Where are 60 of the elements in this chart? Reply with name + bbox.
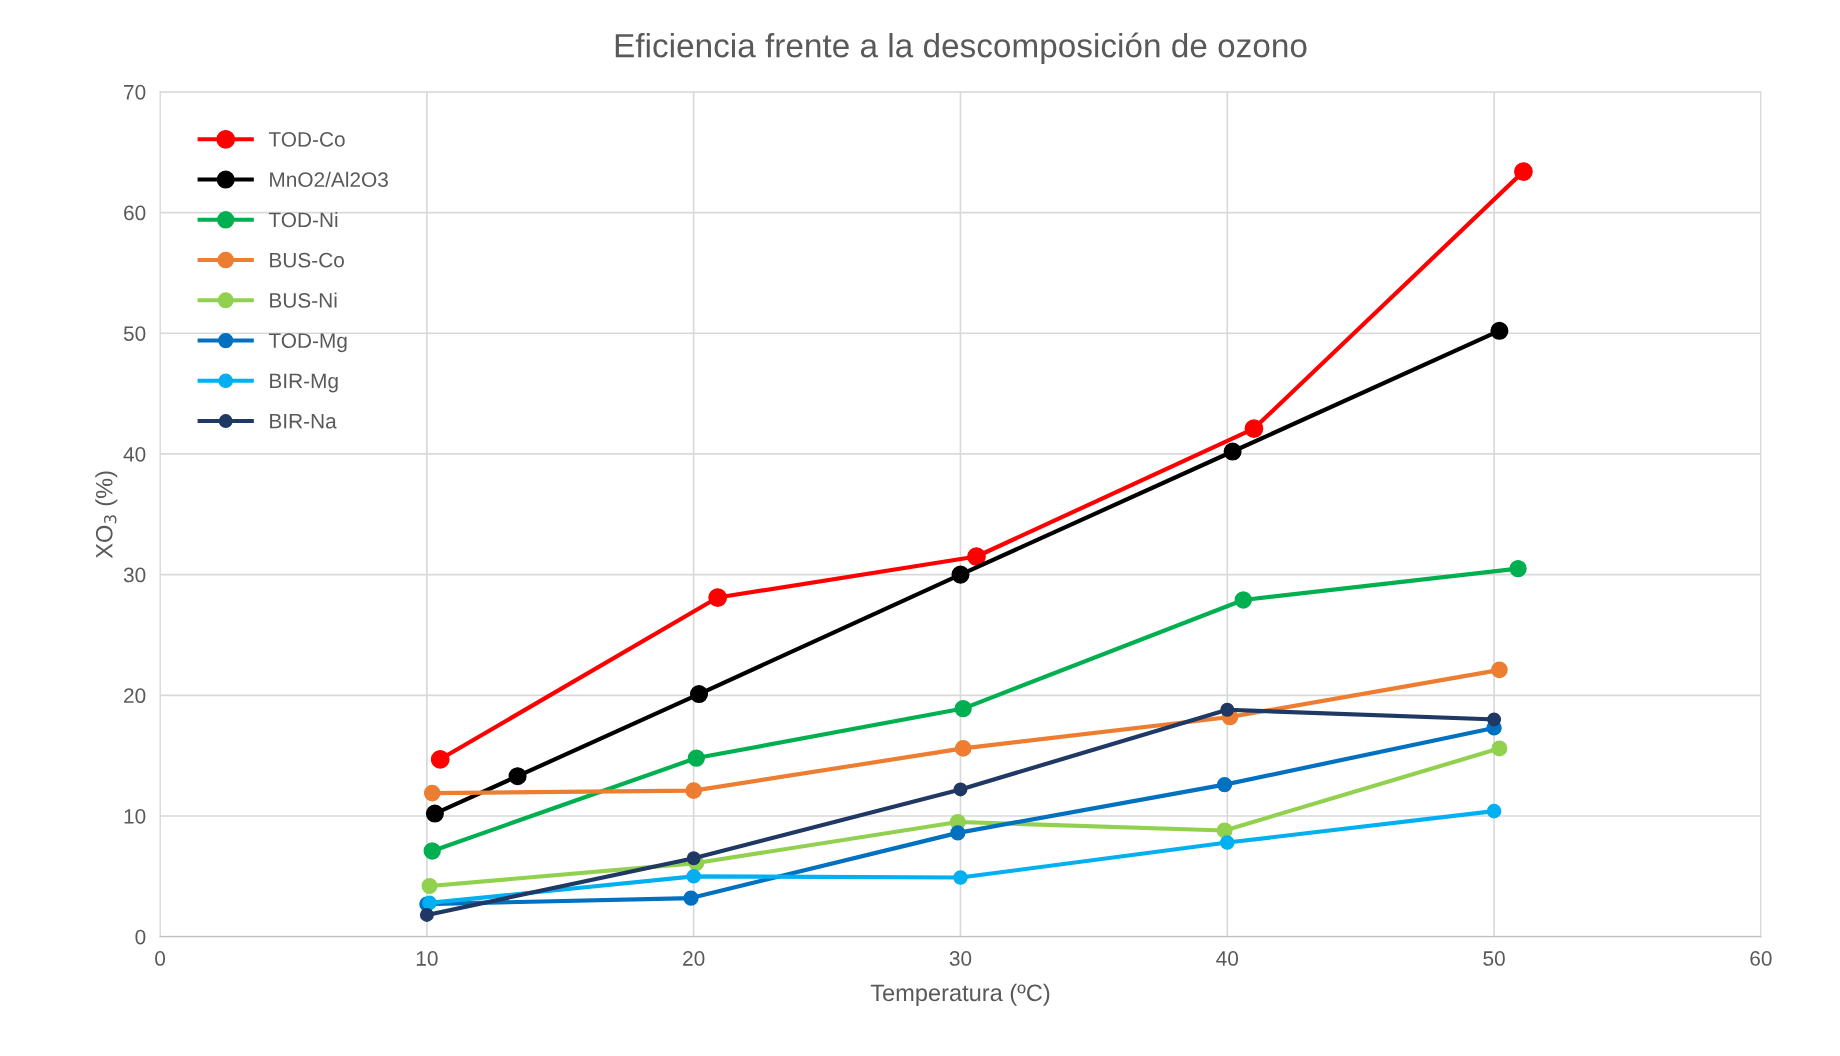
y-tick-label: 60 xyxy=(124,205,146,221)
point xyxy=(954,740,972,757)
legend-label: BIR-Mg xyxy=(270,373,338,393)
x-tick-label: 20 xyxy=(683,951,705,966)
x-tick-label: 60 xyxy=(1750,951,1772,966)
point xyxy=(1491,740,1508,757)
y-tick-label: 0 xyxy=(135,929,146,945)
point xyxy=(1220,702,1235,717)
point xyxy=(685,782,703,799)
legend-label: MnO2/Al2O3 xyxy=(270,171,388,188)
point xyxy=(425,804,444,823)
legend-label: TOD-Co xyxy=(268,132,345,147)
point xyxy=(686,869,701,884)
point xyxy=(1491,661,1508,679)
point xyxy=(953,870,968,885)
point xyxy=(683,890,699,906)
point xyxy=(508,767,527,786)
point xyxy=(423,842,441,860)
y-tick-label: 40 xyxy=(123,446,146,462)
y-axis-title: XO$_{3}$ (%) xyxy=(95,471,118,559)
x-tick-label: 30 xyxy=(949,951,972,966)
x-axis-title: Temperatura (ºC) xyxy=(870,983,1050,1006)
legend-label: BUS-Ni xyxy=(270,292,337,308)
point xyxy=(421,877,438,894)
point xyxy=(419,908,434,922)
point xyxy=(1490,321,1509,340)
x-tick-label: 50 xyxy=(1483,951,1505,966)
point xyxy=(954,699,972,718)
y-tick-label: 50 xyxy=(123,326,146,341)
y-tick-label: 30 xyxy=(123,567,146,583)
legend-label: TOD-Mg xyxy=(268,333,347,353)
x-tick-label: 10 xyxy=(416,951,438,966)
point xyxy=(950,825,966,841)
point xyxy=(686,851,701,866)
legend-label: TOD-Ni xyxy=(268,211,338,228)
point xyxy=(1223,442,1242,461)
x-tick-label: 0 xyxy=(155,951,166,966)
point xyxy=(1514,162,1533,181)
point xyxy=(1216,776,1233,793)
x-tick-label: 40 xyxy=(1216,951,1239,966)
point xyxy=(953,782,968,797)
point xyxy=(689,685,709,704)
point xyxy=(1244,419,1264,438)
point xyxy=(1487,712,1502,727)
legend-label: BUS-Co xyxy=(270,252,344,268)
y-tick-label: 70 xyxy=(124,84,146,100)
point xyxy=(1486,803,1502,819)
y-tick-label: 10 xyxy=(124,808,146,824)
point xyxy=(1219,835,1235,850)
y-tick-label: 20 xyxy=(124,688,146,704)
point xyxy=(423,784,441,802)
point xyxy=(708,588,728,607)
point xyxy=(951,565,970,584)
legend-label: BIR-Na xyxy=(270,414,337,429)
point xyxy=(687,749,706,767)
point xyxy=(967,547,986,566)
point xyxy=(1509,559,1527,578)
point xyxy=(1234,591,1252,609)
chart-title: Eficiencia frente a la descomposición de ozono xyxy=(615,32,1307,65)
point xyxy=(430,749,450,769)
